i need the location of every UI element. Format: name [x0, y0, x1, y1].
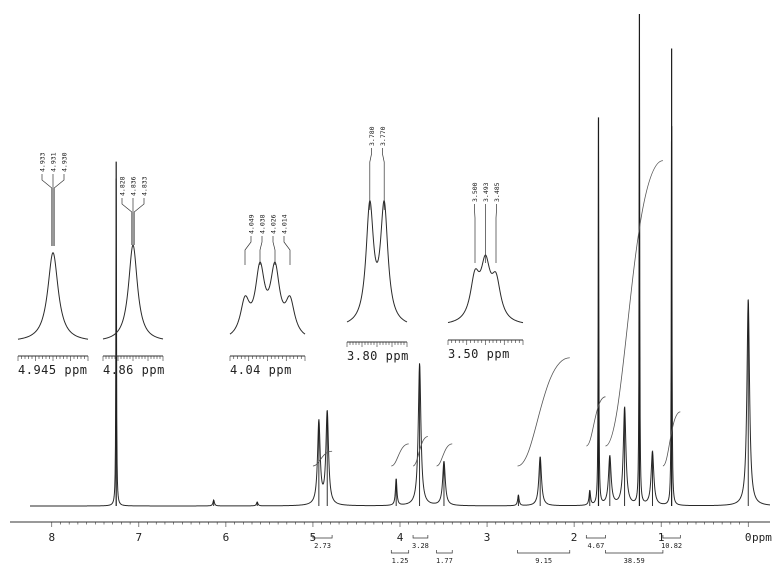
inset-peak-label-3-1: 3.770 [379, 126, 387, 146]
integral-value-0: 2.73 [314, 542, 331, 550]
inset-peak-label-3-0: 3.780 [368, 126, 376, 146]
x-tick-label-4: 4 [397, 531, 404, 544]
inset-axis-label-4: 3.50 ppm [448, 347, 510, 361]
integral-layer [312, 160, 681, 467]
integral-bracket-2 [412, 535, 429, 539]
inset-peak-label-2-1: 4.038 [259, 214, 267, 234]
integral-curve-0 [312, 450, 333, 467]
integral-value-2: 3.28 [412, 542, 429, 550]
x-tick-label-8: 8 [48, 531, 55, 544]
inset-peak-label-0-2: 4.930 [61, 152, 69, 172]
integral-value-5: 4.67 [587, 542, 604, 550]
integral-curve-1 [391, 443, 409, 467]
inset-2: 4.04 ppm 4.049 4.038 4.026 4.014 [229, 214, 306, 377]
spectrum-layer [30, 14, 771, 507]
integral-bracket-0 [312, 535, 333, 539]
integral-curve-6 [605, 160, 663, 447]
inset-axis-label-3: 3.80 ppm [347, 349, 409, 363]
inset-trace-1 [102, 244, 164, 340]
inset-peak-label-1-1: 4.836 [130, 176, 138, 196]
inset-leader-3-0 [369, 148, 372, 210]
integral-value-4: 9.15 [535, 557, 552, 565]
x-tick-label-2: 2 [571, 531, 578, 544]
inset-0: 4.945 ppm 4.933 4.931 4.930 [17, 152, 89, 377]
inset-leader-2-0 [244, 236, 252, 265]
integral-bracket-1 [390, 550, 410, 554]
inset-peak-label-4-0: 3.500 [471, 182, 479, 202]
inset-peak-label-1-2: 4.833 [141, 176, 149, 196]
inset-leader-2-1 [259, 236, 263, 265]
inset-leader-0-0 [41, 174, 53, 246]
x-tick-label-0: 0 [745, 531, 752, 544]
inset-leader-1-2 [133, 198, 145, 245]
integral-value-3: 1.77 [436, 557, 453, 565]
inset-trace-2 [229, 261, 306, 335]
inset-trace-0 [17, 252, 89, 340]
integral-curve-5 [585, 396, 606, 447]
inset-peak-label-2-2: 4.026 [270, 214, 278, 234]
integral-bracket-4 [517, 550, 571, 554]
integral-curve-4 [517, 357, 570, 467]
inset-peak-label-1-0: 4.828 [119, 176, 127, 196]
integral-value-7: 10.82 [661, 542, 682, 550]
inset-axis-label-2: 4.04 ppm [230, 363, 292, 377]
inset-trace-3 [346, 200, 408, 323]
inset-peak-label-2-3: 4.014 [281, 214, 289, 234]
inset-3: 3.80 ppm 3.780 3.770 [346, 126, 409, 363]
x-tick-label-6: 6 [223, 531, 230, 544]
x-tick-label-7: 7 [136, 531, 143, 544]
integral-bracket-3 [436, 550, 453, 554]
inset-1: 4.86 ppm 4.828 4.836 4.833 [102, 176, 165, 377]
spectrum-trace [30, 36, 771, 507]
integral-value-6: 38.59 [624, 557, 645, 565]
x-axis-unit-label: ppm [752, 531, 772, 544]
x-tick-label-1: 1 [658, 531, 665, 544]
integral-curve-7 [662, 411, 681, 467]
integral-curve-2 [412, 436, 429, 467]
inset-trace-4 [447, 254, 524, 324]
inset-leader-0-2 [53, 174, 65, 246]
inset-axis-label-1: 4.86 ppm [103, 363, 165, 377]
inset-peak-label-0-0: 4.933 [39, 152, 47, 172]
inset-leader-4-0 [474, 204, 476, 263]
integral-bracket-5 [585, 535, 606, 539]
inset-peak-label-4-2: 3.485 [493, 182, 501, 202]
integral-bracket-7 [662, 535, 681, 539]
integral-curve-3 [436, 443, 453, 467]
inset-leader-2-3 [283, 236, 291, 265]
inset-leader-2-2 [272, 236, 276, 265]
inset-leader-4-2 [495, 204, 497, 263]
integral-bracket-6 [605, 550, 664, 554]
x-tick-label-3: 3 [484, 531, 491, 544]
inset-leader-3-1 [382, 148, 385, 210]
inset-4: 3.50 ppm 3.500 3.493 3.485 [447, 182, 524, 361]
integral-value-1: 1.25 [392, 557, 409, 565]
inset-leader-1-0 [121, 198, 133, 245]
inset-peak-label-0-1: 4.931 [50, 152, 58, 172]
inset-peak-label-2-0: 4.049 [248, 214, 256, 234]
inset-axis-label-0: 4.945 ppm [18, 363, 88, 377]
inset-peak-label-4-1: 3.493 [482, 182, 490, 202]
